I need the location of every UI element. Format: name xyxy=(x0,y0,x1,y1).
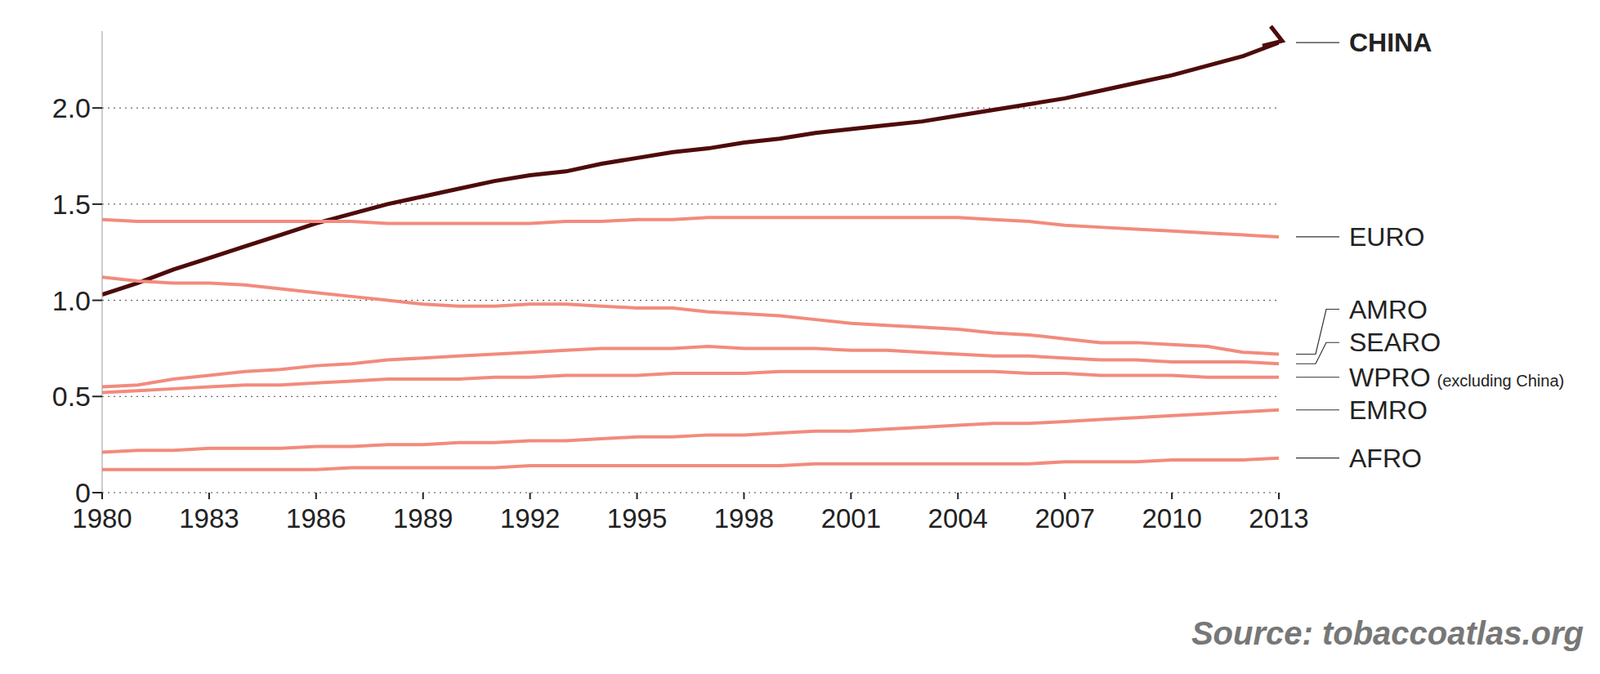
svg-text:2004: 2004 xyxy=(928,503,988,534)
svg-text:2.0: 2.0 xyxy=(52,92,91,124)
svg-text:1983: 1983 xyxy=(178,503,239,534)
svg-text:2013: 2013 xyxy=(1248,503,1309,534)
svg-text:2001: 2001 xyxy=(821,503,881,534)
svg-text:0.5: 0.5 xyxy=(52,380,91,412)
svg-text:1.5: 1.5 xyxy=(52,188,91,220)
svg-text:AMRO: AMRO xyxy=(1349,294,1428,325)
svg-text:2010: 2010 xyxy=(1141,503,1202,534)
svg-text:1995: 1995 xyxy=(607,503,667,534)
svg-text:SEARO: SEARO xyxy=(1349,327,1441,358)
svg-text:1986: 1986 xyxy=(286,503,346,534)
svg-text:EMRO: EMRO xyxy=(1349,395,1428,425)
svg-text:EURO: EURO xyxy=(1349,222,1425,252)
svg-text:1998: 1998 xyxy=(714,503,774,534)
svg-text:1992: 1992 xyxy=(500,503,560,534)
svg-text:1.0: 1.0 xyxy=(52,285,91,317)
svg-text:1980: 1980 xyxy=(72,503,133,534)
svg-text:CHINA: CHINA xyxy=(1349,27,1432,58)
html-text:Source: tobaccoatlas.org: Source: tobaccoatlas.org xyxy=(1191,615,1584,652)
svg-text:2007: 2007 xyxy=(1034,503,1095,534)
svg-text:1989: 1989 xyxy=(393,503,453,534)
svg-text:0: 0 xyxy=(75,477,91,509)
svg-text:AFRO: AFRO xyxy=(1349,443,1422,474)
svg-text:WPRO(excluding China): WPRO(excluding China) xyxy=(1349,362,1565,393)
